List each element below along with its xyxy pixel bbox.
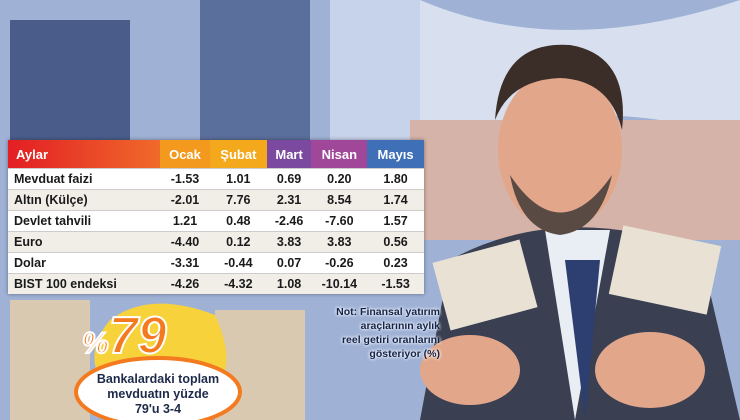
header-cell: Nisan xyxy=(311,140,368,169)
value-cell: 1.74 xyxy=(367,189,424,211)
note-line: reel getiri oranlarını xyxy=(341,334,440,346)
note: Not: Finansal yatırım araçlarının aylık re… xyxy=(290,305,440,361)
table-row: Devlet tahvili 1.21 0.48 -2.46 -7.60 1.57 xyxy=(8,210,424,232)
value-cell: 1.08 xyxy=(266,273,312,294)
value-cell: 8.54 xyxy=(311,189,368,211)
row-label: Euro xyxy=(8,231,160,253)
returns-table: Aylar Ocak Şubat Mart Nisan Mayıs Mevduat fai… xyxy=(8,140,424,294)
value-cell: -4.40 xyxy=(160,231,210,253)
value-cell: 1.57 xyxy=(367,210,424,232)
value-cell: 3.83 xyxy=(266,231,312,253)
table-row: Altın (Külçe) -2.01 7.76 2.31 8.54 1.74 xyxy=(8,189,424,211)
value-cell: 1.21 xyxy=(160,210,210,232)
value-cell: 7.76 xyxy=(209,189,267,211)
value-cell: -1.53 xyxy=(160,168,210,190)
row-label: Mevduat faizi xyxy=(8,168,160,190)
row-label: Altın (Külçe) xyxy=(8,189,160,211)
value-cell: -3.31 xyxy=(160,252,210,274)
value-cell: -0.44 xyxy=(209,252,267,274)
header-cell: Mayıs xyxy=(367,140,424,169)
header-cell: Şubat xyxy=(209,140,267,169)
note-line: gösteriyor (%) xyxy=(369,348,440,360)
value-cell: -2.46 xyxy=(266,210,312,232)
value-cell: -2.01 xyxy=(160,189,210,211)
percent-sign: % xyxy=(81,326,110,361)
badge-text: Bankalardaki toplam mevduatın yüzde 79'u 3… xyxy=(78,372,238,417)
value-cell: 0.12 xyxy=(209,231,267,253)
table-row: Mevduat faizi -1.53 1.01 0.69 0.20 1.80 xyxy=(8,168,424,190)
badge-number: 79 xyxy=(108,306,168,366)
value-cell: -4.26 xyxy=(160,273,210,294)
header-cell: Mart xyxy=(266,140,312,169)
table-row: Dolar -3.31 -0.44 0.07 -0.26 0.23 xyxy=(8,252,424,274)
table-body: Mevduat faizi -1.53 1.01 0.69 0.20 1.80 Altın … xyxy=(8,168,424,294)
badge-line: mevduatın yüzde xyxy=(107,387,209,401)
value-cell: 0.07 xyxy=(266,252,312,274)
table-row: BIST 100 endeksi -4.26 -4.32 1.08 -10.14 -1.5… xyxy=(8,273,424,294)
value-cell: 0.56 xyxy=(367,231,424,253)
value-cell: 3.83 xyxy=(311,231,368,253)
value-cell: -1.53 xyxy=(367,273,424,294)
value-cell: 0.23 xyxy=(367,252,424,274)
row-label: Dolar xyxy=(8,252,160,274)
badge-figure: %79 xyxy=(81,306,168,366)
value-cell: -7.60 xyxy=(311,210,368,232)
badge-line: 79'u 3-4 xyxy=(134,402,182,416)
value-cell: 1.01 xyxy=(209,168,267,190)
value-cell: -0.26 xyxy=(311,252,368,274)
note-line: Not: Finansal yatırım xyxy=(336,306,440,318)
note-line: araçlarının aylık xyxy=(360,320,440,332)
badge-line: Bankalardaki toplam xyxy=(96,372,220,386)
value-cell: 0.48 xyxy=(209,210,267,232)
value-cell: 0.20 xyxy=(311,168,368,190)
value-cell: 1.80 xyxy=(367,168,424,190)
value-cell: 2.31 xyxy=(266,189,312,211)
value-cell: 0.69 xyxy=(266,168,312,190)
value-cell: -10.14 xyxy=(311,273,368,294)
header-cell: Ocak xyxy=(160,140,210,169)
header-row: Aylar Ocak Şubat Mart Nisan Mayıs xyxy=(8,140,424,169)
header-cell: Aylar xyxy=(8,140,160,169)
row-label: Devlet tahvili xyxy=(8,210,160,232)
row-label: BIST 100 endeksi xyxy=(8,273,160,294)
value-cell: -4.32 xyxy=(209,273,267,294)
table-row: Euro -4.40 0.12 3.83 3.83 0.56 xyxy=(8,231,424,253)
